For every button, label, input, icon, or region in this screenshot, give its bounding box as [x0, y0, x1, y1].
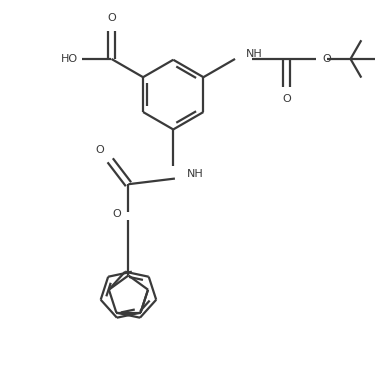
Text: NH: NH: [187, 169, 204, 179]
Text: O: O: [95, 145, 104, 155]
Text: O: O: [322, 54, 331, 64]
Text: O: O: [107, 13, 116, 23]
Text: NH: NH: [246, 49, 262, 59]
Text: HO: HO: [61, 54, 78, 64]
Text: O: O: [282, 94, 291, 104]
Text: O: O: [112, 209, 121, 219]
